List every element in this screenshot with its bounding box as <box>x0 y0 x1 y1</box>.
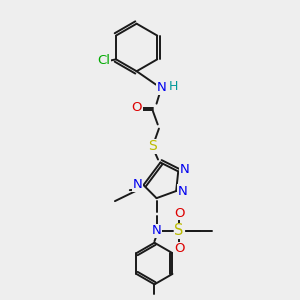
Text: N: N <box>178 185 188 198</box>
Text: N: N <box>152 224 161 237</box>
Text: O: O <box>174 242 184 255</box>
Text: S: S <box>148 140 157 153</box>
Text: H: H <box>169 80 178 93</box>
Text: O: O <box>131 101 142 114</box>
Text: N: N <box>133 178 142 191</box>
Text: N: N <box>156 81 166 94</box>
Text: N: N <box>133 178 142 191</box>
Text: Cl: Cl <box>97 54 110 67</box>
Text: O: O <box>174 206 184 220</box>
Text: N: N <box>178 185 188 198</box>
Text: N: N <box>179 163 189 176</box>
Text: N: N <box>179 163 189 176</box>
Text: S: S <box>174 223 184 238</box>
